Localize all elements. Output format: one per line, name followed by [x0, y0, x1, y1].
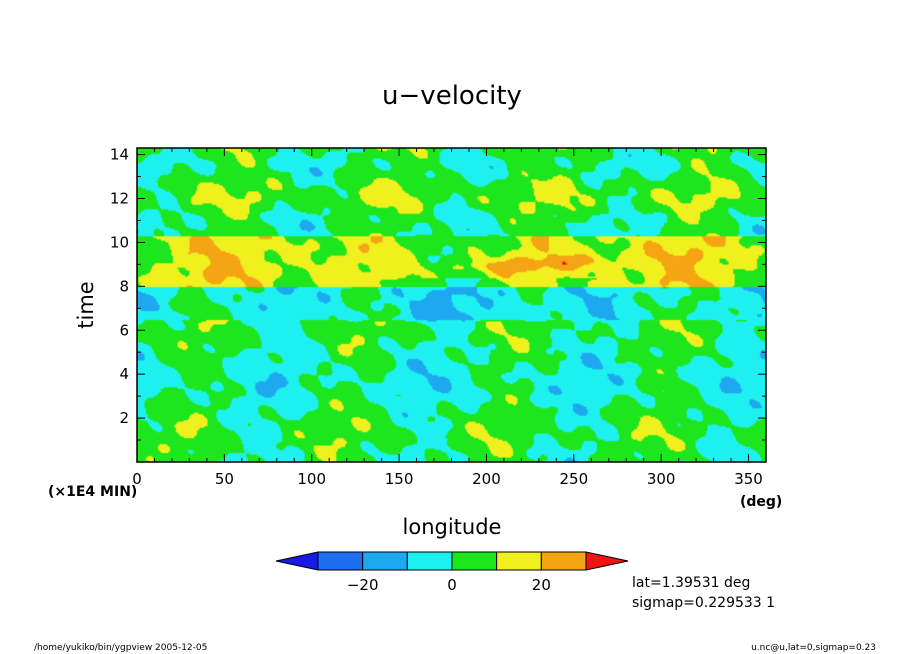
x-tick-label: 100	[297, 470, 326, 488]
colorbar-segment	[362, 551, 408, 571]
y-tick-label: 10	[110, 233, 129, 251]
colorbar-segment	[317, 551, 364, 571]
y-tick-label: 4	[119, 365, 129, 383]
y-tick-label: 14	[110, 146, 129, 164]
colorbar-tick-label: −20	[347, 576, 379, 594]
colorbar-tick-label: 0	[447, 576, 457, 594]
x-tick-label: 200	[472, 470, 501, 488]
colorbar-segment	[406, 551, 453, 571]
colorbar-segment	[451, 551, 498, 571]
colorbar-arrow-high	[585, 551, 629, 571]
chart-title: u−velocity	[382, 81, 522, 111]
colorbar-ticks: −20 0 20	[347, 576, 551, 594]
x-tick-label: 350	[734, 470, 763, 488]
x-axis-unit: (deg)	[740, 494, 782, 510]
footer-right: u.nc@u,lat=0,sigmap=0.23	[751, 643, 876, 653]
footer-left: /home/yukiko/bin/ygpview 2005-12-05	[34, 643, 207, 653]
y-tick-label: 8	[119, 277, 129, 295]
y-axis-label: time	[74, 281, 98, 328]
x-tick-label: 300	[647, 470, 676, 488]
x-tick-label: 250	[559, 470, 588, 488]
annotation-sigmap: sigmap=0.229533 1	[632, 595, 775, 611]
colorbar-segment	[540, 551, 587, 571]
colorbar	[275, 551, 629, 571]
colorbar-arrow-low	[275, 551, 319, 571]
y-axis-ticks: 2 4 6 8 10 12 14	[110, 146, 766, 441]
colorbar-tick-label: 20	[532, 576, 551, 594]
heatmap-field	[137, 148, 766, 462]
y-tick-label: 2	[119, 409, 129, 427]
y-axis-unit: (×1E4 MIN)	[48, 484, 137, 500]
x-axis-ticks: 0 50 100 150 200 250 300 350	[132, 148, 767, 488]
heatmap-image	[137, 148, 766, 462]
x-tick-label: 150	[385, 470, 414, 488]
y-tick-label: 12	[110, 190, 129, 208]
x-axis-label: longitude	[403, 515, 502, 539]
colorbar-segment	[496, 551, 542, 571]
annotation-lat: lat=1.39531 deg	[632, 575, 750, 591]
x-tick-label: 50	[215, 470, 234, 488]
x-tick-label: 0	[132, 470, 142, 488]
y-tick-label: 6	[119, 321, 129, 339]
